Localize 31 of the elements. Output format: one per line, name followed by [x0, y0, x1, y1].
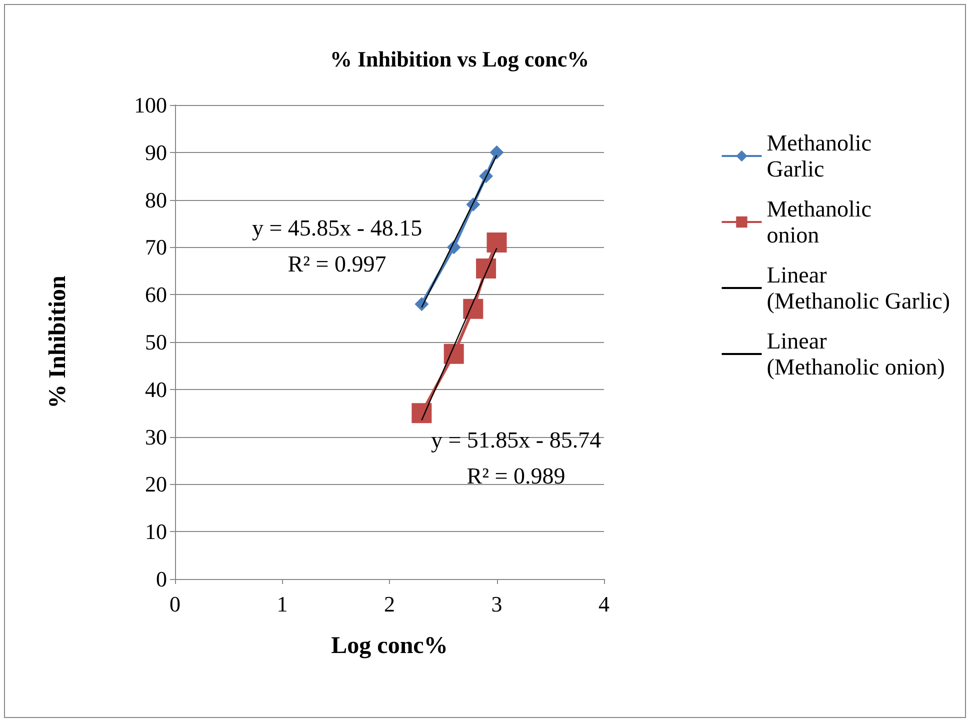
point	[490, 145, 504, 160]
legend-label: Methanolic onion	[766, 196, 872, 248]
point	[444, 344, 464, 364]
x-tick-label: 1	[276, 592, 288, 616]
y-tick-label: 10	[145, 519, 167, 544]
y-tick-label: 50	[145, 330, 167, 354]
y-tick-label: 100	[134, 92, 167, 118]
annotation: y = 51.85x - 85.74 R² = 0.989	[430, 428, 602, 488]
y-tick-label: 90	[145, 140, 167, 165]
y-tick-label: 70	[145, 234, 167, 260]
point	[412, 403, 432, 424]
y-tick-label: 0	[156, 566, 167, 592]
chart-title: % Inhibition vs Log conc%	[330, 46, 590, 72]
legend-label: Methanolic Garlic	[766, 130, 872, 182]
y-tick-label: 40	[145, 376, 167, 402]
x-tick-label: 3	[491, 592, 502, 616]
y-tick-label: 30	[145, 424, 167, 450]
annotation: y = 45.85x - 48.15 R² = 0.997	[252, 216, 422, 276]
y-tick-label: 80	[145, 187, 167, 212]
y-tick-label: 60	[145, 282, 167, 308]
x-tick-label: 2	[384, 592, 395, 616]
legend-label: Linear (Methanolic onion)	[766, 328, 945, 380]
point	[463, 298, 484, 319]
y-tick-label: 20	[145, 472, 167, 497]
legend-label: Linear (Methanolic Garlic)	[766, 262, 950, 314]
point	[414, 297, 429, 312]
x-tick-label: 4	[598, 592, 610, 616]
x-axis-title: Log conc%	[331, 633, 448, 659]
point	[486, 232, 507, 252]
y-axis-title: % Inhibition	[45, 276, 71, 408]
point	[476, 258, 496, 279]
